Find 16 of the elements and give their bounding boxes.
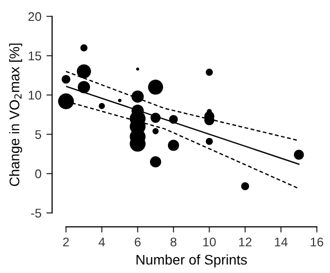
x-tick-label: 6 [134, 238, 141, 246]
y-tick-label: 5 [35, 130, 42, 139]
y-tick-label: -5 [31, 208, 42, 218]
x-axis-title: Number of Sprints [136, 254, 247, 268]
x-tick-label: 4 [98, 238, 105, 246]
y-tick-label: 15 [28, 52, 42, 60]
y-tick-label: 10 [28, 90, 42, 100]
y-tick-label: 0 [35, 169, 42, 178]
x-tick-label: 12 [239, 238, 252, 246]
x-tick-label: 14 [274, 238, 288, 246]
x-tick-label: 2 [63, 238, 69, 246]
x-tick-label: 8 [170, 238, 176, 246]
x-tick-label: 16 [310, 238, 324, 246]
y-tick-label: 20 [28, 12, 42, 22]
y-axis-title: Change in VO$_{2}$max [%] [9, 44, 22, 186]
x-tick-label: 10 [203, 238, 216, 246]
